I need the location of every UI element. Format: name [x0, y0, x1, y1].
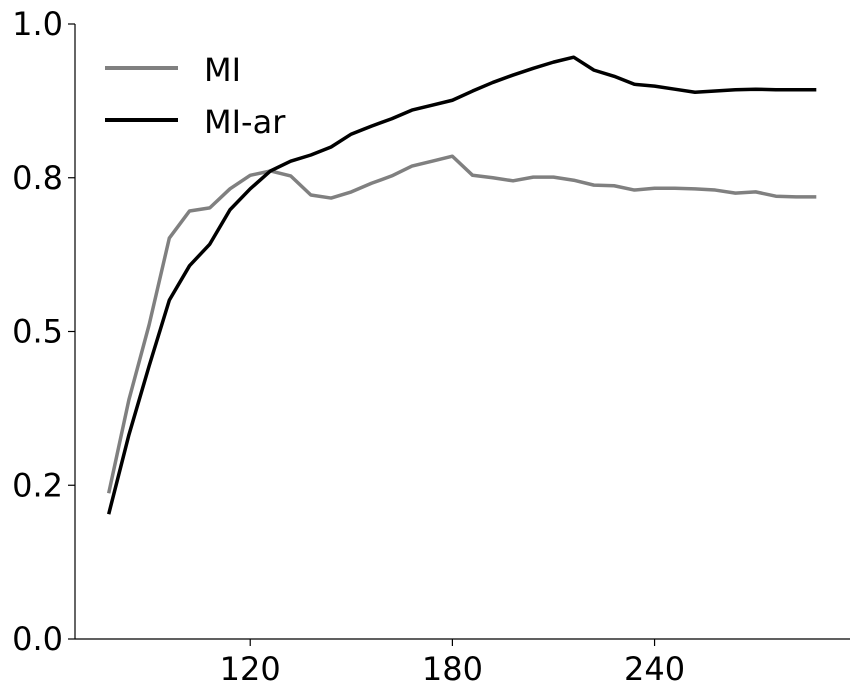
y-tick-label: 0.5: [12, 313, 63, 351]
y-tick-label: 0.0: [12, 620, 63, 658]
legend-label: MI: [204, 51, 241, 89]
line-series: [107, 55, 817, 515]
y-tick-label: 1.0: [12, 5, 63, 43]
x-tick-label: 240: [624, 650, 685, 688]
y-tick-label: 0.2: [12, 466, 63, 504]
x-tick-label: 180: [422, 650, 483, 688]
line-series: [106, 154, 817, 494]
y-tick-label: 0.8: [12, 159, 63, 197]
legend-label: MI-ar: [204, 103, 286, 141]
x-tick-label: 120: [220, 650, 281, 688]
